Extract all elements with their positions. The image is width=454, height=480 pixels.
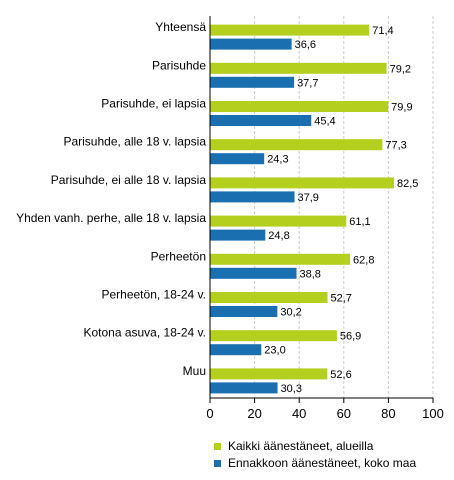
x-tick-label: 80: [381, 406, 395, 421]
bar-advance-voters: [210, 191, 295, 203]
category-labels: Yhteensä Parisuhde Parisuhde, ei lapsia Par…: [16, 20, 206, 378]
data-label: 24,8: [268, 230, 289, 242]
gridlines: [254, 16, 434, 398]
legend-label-series-1: Kaikki äänestäneet, alueilla: [228, 439, 374, 453]
bar-advance-voters: [210, 115, 312, 126]
data-label: 23,0: [264, 345, 285, 357]
category-label: Parisuhde, ei lapsia: [101, 97, 206, 111]
bar-advance-voters: [210, 306, 278, 317]
category-label: Yhteensä: [155, 20, 206, 34]
category-label: Parisuhde: [152, 58, 206, 72]
data-label: 79,2: [390, 63, 411, 75]
bar-advance-voters: [210, 38, 292, 50]
data-label: 30,3: [281, 383, 302, 395]
bar-all-voters: [210, 62, 387, 74]
data-label: 24,3: [267, 154, 288, 166]
data-label: 79,9: [391, 102, 412, 114]
bars: [210, 24, 394, 394]
category-label: Perheetön, 18-24 v.: [101, 288, 206, 302]
legend-swatch-series-2: [214, 460, 221, 467]
x-tick-label: 0: [206, 406, 213, 421]
bar-all-voters: [210, 177, 394, 189]
x-tick-label: 40: [292, 406, 306, 421]
category-label: Parisuhde, ei alle 18 v. lapsia: [51, 173, 207, 187]
legend-item-series-1: Kaikki äänestäneet, alueilla: [214, 438, 416, 455]
legend-label-series-2: Ennakkoon äänestäneet, koko maa: [228, 456, 417, 470]
data-label: 38,8: [300, 268, 321, 280]
bar-all-voters: [210, 139, 383, 151]
data-label: 52,6: [330, 369, 351, 381]
legend-swatch-series-1: [214, 443, 221, 450]
x-axis: 0 20 40 60 80 100: [206, 16, 444, 421]
x-tick-label: 60: [337, 406, 351, 421]
bar-advance-voters: [210, 153, 265, 165]
legend-item-series-2: Ennakkoon äänestäneet, koko maa: [214, 455, 416, 472]
data-label: 71,4: [372, 25, 393, 37]
bar-all-voters: [210, 368, 328, 380]
category-label: Perheetön: [151, 249, 206, 263]
data-label: 36,6: [295, 39, 316, 51]
data-label: 62,8: [353, 254, 374, 266]
bar-all-voters: [210, 292, 328, 303]
data-label: 56,9: [340, 331, 361, 343]
bar-advance-voters: [210, 267, 297, 279]
category-label: Muu: [183, 364, 206, 378]
bar-all-voters: [210, 24, 370, 36]
category-label: Yhden vanh. perhe, alle 18 v. lapsia: [16, 211, 206, 225]
x-tick-label: 100: [422, 406, 444, 421]
data-label: 37,7: [297, 77, 318, 89]
category-label: Kotona asuva, 18-24 v.: [83, 326, 206, 340]
bar-advance-voters: [210, 382, 278, 394]
data-label: 77,3: [385, 140, 406, 152]
value-labels: 71,4 36,6 79,2 37,7 79,9 45,4 77,3 24,3 82,5 37,9…: [264, 25, 418, 395]
bar-all-voters: [210, 215, 347, 227]
bar-advance-voters: [210, 76, 295, 88]
x-tick-label: 20: [247, 406, 261, 421]
data-label: 61,1: [349, 216, 370, 228]
data-label: 45,4: [314, 116, 335, 128]
bar-all-voters: [210, 253, 351, 265]
category-label: Parisuhde, alle 18 v. lapsia: [63, 135, 206, 149]
data-label: 37,9: [298, 192, 319, 204]
data-label: 82,5: [397, 178, 418, 190]
data-label: 30,2: [280, 307, 301, 319]
bar-all-voters: [210, 330, 337, 342]
legend: Kaikki äänestäneet, alueilla Ennakkoon ä…: [214, 438, 416, 472]
bar-advance-voters: [210, 344, 262, 356]
bar-advance-voters: [210, 229, 266, 241]
data-label: 52,7: [331, 293, 352, 305]
bar-all-voters: [210, 101, 389, 112]
